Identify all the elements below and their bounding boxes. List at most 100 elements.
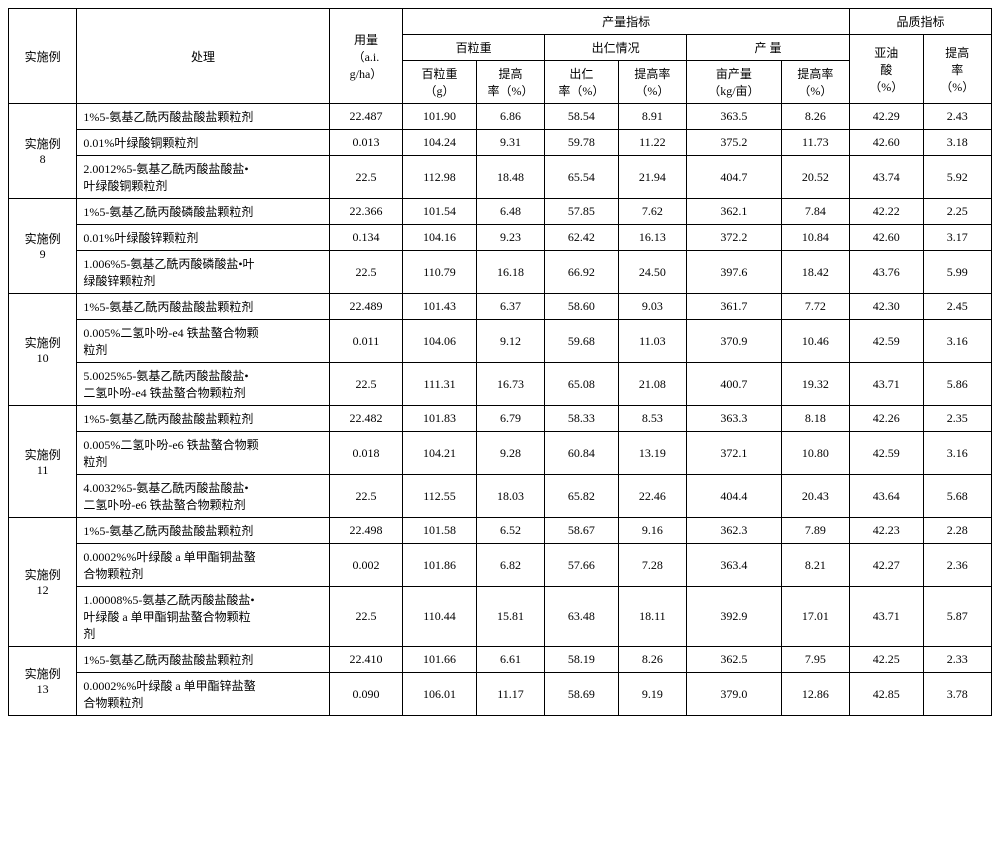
rate4-cell: 5.87 — [923, 587, 991, 647]
rate3-cell: 19.32 — [781, 363, 849, 406]
treatment-cell: 0.005%二氢卟吩-e4 铁盐螯合物颗粒剂 — [77, 320, 329, 363]
table-row: 实施例111%5-氨基乙酰丙酸盐酸盐颗粒剂22.482101.836.7958.… — [9, 406, 992, 432]
oleic-cell: 42.27 — [850, 544, 924, 587]
rate4-cell: 3.17 — [923, 225, 991, 251]
rate3-cell: 10.80 — [781, 432, 849, 475]
weight100-cell: 104.06 — [403, 320, 477, 363]
mu-yield-cell: 363.3 — [687, 406, 782, 432]
treatment-cell: 1%5-氨基乙酰丙酸盐酸盐颗粒剂 — [77, 294, 329, 320]
rate3-cell: 8.26 — [781, 104, 849, 130]
weight100-cell: 112.98 — [403, 156, 477, 199]
rate4-cell: 2.25 — [923, 199, 991, 225]
example-cell: 实施例8 — [9, 104, 77, 199]
treatment-cell: 0.0002%%叶绿酸 a 单甲酯铜盐螯合物颗粒剂 — [77, 544, 329, 587]
rate3-cell: 20.52 — [781, 156, 849, 199]
table-row: 实施例121%5-氨基乙酰丙酸盐酸盐颗粒剂22.498101.586.5258.… — [9, 518, 992, 544]
rate1-cell: 15.81 — [476, 587, 544, 647]
weight100-cell: 101.54 — [403, 199, 477, 225]
rate2-cell: 24.50 — [618, 251, 686, 294]
header-kernel-rate: 出仁率（%） — [545, 61, 619, 104]
rate3-cell: 12.86 — [781, 673, 849, 716]
dosage-cell: 0.090 — [329, 673, 403, 716]
rate2-cell: 9.03 — [618, 294, 686, 320]
treatment-cell: 1.00008%5-氨基乙酰丙酸盐酸盐•叶绿酸 a 单甲酯铜盐螯合物颗粒剂 — [77, 587, 329, 647]
treatment-cell: 1%5-氨基乙酰丙酸盐酸盐颗粒剂 — [77, 518, 329, 544]
treatment-cell: 0.01%叶绿酸铜颗粒剂 — [77, 130, 329, 156]
table-header: 实施例 处理 用量（a.i.g/ha） 产量指标 品质指标 百粒重 出仁情况 产… — [9, 9, 992, 104]
rate4-cell: 2.36 — [923, 544, 991, 587]
rate4-cell: 2.33 — [923, 647, 991, 673]
kernel-cell: 65.82 — [545, 475, 619, 518]
treatment-cell: 1.006%5-氨基乙酰丙酸磷酸盐•叶绿酸锌颗粒剂 — [77, 251, 329, 294]
weight100-cell: 111.31 — [403, 363, 477, 406]
treatment-cell: 1%5-氨基乙酰丙酸盐酸盐颗粒剂 — [77, 406, 329, 432]
weight100-cell: 101.58 — [403, 518, 477, 544]
table-row: 0.005%二氢卟吩-e6 铁盐螯合物颗粒剂0.018104.219.2860.… — [9, 432, 992, 475]
oleic-cell: 42.85 — [850, 673, 924, 716]
mu-yield-cell: 400.7 — [687, 363, 782, 406]
rate4-cell: 2.28 — [923, 518, 991, 544]
rate4-cell: 5.68 — [923, 475, 991, 518]
mu-yield-cell: 363.4 — [687, 544, 782, 587]
header-mu-yield: 亩产量（kg/亩） — [687, 61, 782, 104]
treatment-cell: 0.005%二氢卟吩-e6 铁盐螯合物颗粒剂 — [77, 432, 329, 475]
table-row: 2.0012%5-氨基乙酰丙酸盐酸盐•叶绿酸铜颗粒剂22.5112.9818.4… — [9, 156, 992, 199]
oleic-cell: 43.64 — [850, 475, 924, 518]
rate3-cell: 11.73 — [781, 130, 849, 156]
table-row: 0.01%叶绿酸铜颗粒剂0.013104.249.3159.7811.22375… — [9, 130, 992, 156]
mu-yield-cell: 361.7 — [687, 294, 782, 320]
data-table: 实施例 处理 用量（a.i.g/ha） 产量指标 品质指标 百粒重 出仁情况 产… — [8, 8, 992, 716]
treatment-cell: 1%5-氨基乙酰丙酸盐酸盐颗粒剂 — [77, 104, 329, 130]
kernel-cell: 59.78 — [545, 130, 619, 156]
dosage-cell: 0.018 — [329, 432, 403, 475]
oleic-cell: 43.71 — [850, 363, 924, 406]
header-kernel: 出仁情况 — [545, 35, 687, 61]
oleic-cell: 42.23 — [850, 518, 924, 544]
rate1-cell: 6.79 — [476, 406, 544, 432]
rate2-cell: 22.46 — [618, 475, 686, 518]
kernel-cell: 63.48 — [545, 587, 619, 647]
mu-yield-cell: 375.2 — [687, 130, 782, 156]
mu-yield-cell: 372.2 — [687, 225, 782, 251]
header-rate4: 提高率（%） — [923, 35, 991, 104]
rate1-cell: 16.73 — [476, 363, 544, 406]
mu-yield-cell: 370.9 — [687, 320, 782, 363]
table-row: 1.00008%5-氨基乙酰丙酸盐酸盐•叶绿酸 a 单甲酯铜盐螯合物颗粒剂22.… — [9, 587, 992, 647]
rate3-cell: 17.01 — [781, 587, 849, 647]
treatment-cell: 1%5-氨基乙酰丙酸磷酸盐颗粒剂 — [77, 199, 329, 225]
rate4-cell: 2.45 — [923, 294, 991, 320]
kernel-cell: 58.67 — [545, 518, 619, 544]
dosage-cell: 22.487 — [329, 104, 403, 130]
dosage-cell: 22.5 — [329, 363, 403, 406]
oleic-cell: 42.59 — [850, 320, 924, 363]
treatment-cell: 0.01%叶绿酸锌颗粒剂 — [77, 225, 329, 251]
rate1-cell: 9.23 — [476, 225, 544, 251]
treatment-cell: 1%5-氨基乙酰丙酸盐酸盐颗粒剂 — [77, 647, 329, 673]
mu-yield-cell: 372.1 — [687, 432, 782, 475]
mu-yield-cell: 392.9 — [687, 587, 782, 647]
kernel-cell: 58.33 — [545, 406, 619, 432]
rate1-cell: 6.48 — [476, 199, 544, 225]
weight100-cell: 112.55 — [403, 475, 477, 518]
oleic-cell: 42.59 — [850, 432, 924, 475]
header-dosage: 用量（a.i.g/ha） — [329, 9, 403, 104]
table-body: 实施例81%5-氨基乙酰丙酸盐酸盐颗粒剂22.487101.906.8658.5… — [9, 104, 992, 716]
dosage-cell: 22.482 — [329, 406, 403, 432]
oleic-cell: 42.29 — [850, 104, 924, 130]
mu-yield-cell: 363.5 — [687, 104, 782, 130]
rate4-cell: 2.43 — [923, 104, 991, 130]
weight100-cell: 104.21 — [403, 432, 477, 475]
header-weight100-g: 百粒重（g） — [403, 61, 477, 104]
table-row: 5.0025%5-氨基乙酰丙酸盐酸盐•二氢卟吩-e4 铁盐螯合物颗粒剂22.51… — [9, 363, 992, 406]
rate2-cell: 11.22 — [618, 130, 686, 156]
rate2-cell: 18.11 — [618, 587, 686, 647]
rate4-cell: 5.92 — [923, 156, 991, 199]
oleic-cell: 42.60 — [850, 130, 924, 156]
dosage-cell: 0.011 — [329, 320, 403, 363]
rate2-cell: 21.08 — [618, 363, 686, 406]
dosage-cell: 22.489 — [329, 294, 403, 320]
table-row: 0.01%叶绿酸锌颗粒剂0.134104.169.2362.4216.13372… — [9, 225, 992, 251]
rate1-cell: 18.03 — [476, 475, 544, 518]
kernel-cell: 58.60 — [545, 294, 619, 320]
rate3-cell: 7.72 — [781, 294, 849, 320]
